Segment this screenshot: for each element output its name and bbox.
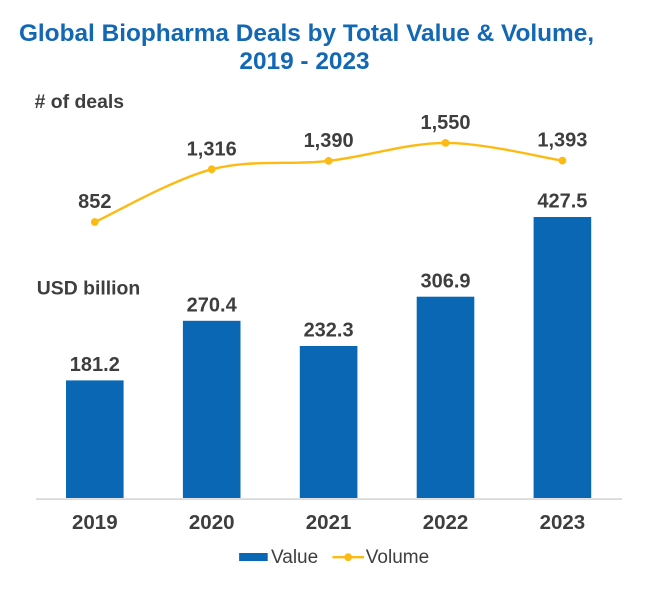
svg-text:Global Biopharma Deals by Tota: Global Biopharma Deals by Total Value & …: [19, 20, 594, 47]
svg-text:2019 - 2023: 2019 - 2023: [239, 48, 369, 75]
svg-text:427.5: 427.5: [537, 191, 587, 213]
svg-text:Volume: Volume: [366, 547, 429, 568]
svg-text:# of deals: # of deals: [35, 91, 124, 113]
svg-text:270.4: 270.4: [187, 295, 238, 317]
svg-text:Value: Value: [271, 547, 318, 568]
svg-text:1,316: 1,316: [187, 138, 237, 160]
svg-text:181.2: 181.2: [70, 354, 120, 376]
svg-text:1,550: 1,550: [420, 112, 470, 134]
svg-text:2022: 2022: [423, 511, 469, 534]
svg-text:2021: 2021: [306, 511, 352, 534]
svg-text:2020: 2020: [189, 511, 235, 534]
svg-text:1,390: 1,390: [304, 130, 354, 152]
svg-text:306.9: 306.9: [420, 270, 470, 292]
svg-text:USD billion: USD billion: [37, 278, 140, 300]
svg-text:232.3: 232.3: [304, 320, 354, 342]
svg-text:852: 852: [78, 191, 111, 213]
svg-text:2019: 2019: [72, 511, 118, 534]
svg-text:2023: 2023: [540, 511, 586, 534]
svg-text:1,393: 1,393: [537, 130, 587, 152]
